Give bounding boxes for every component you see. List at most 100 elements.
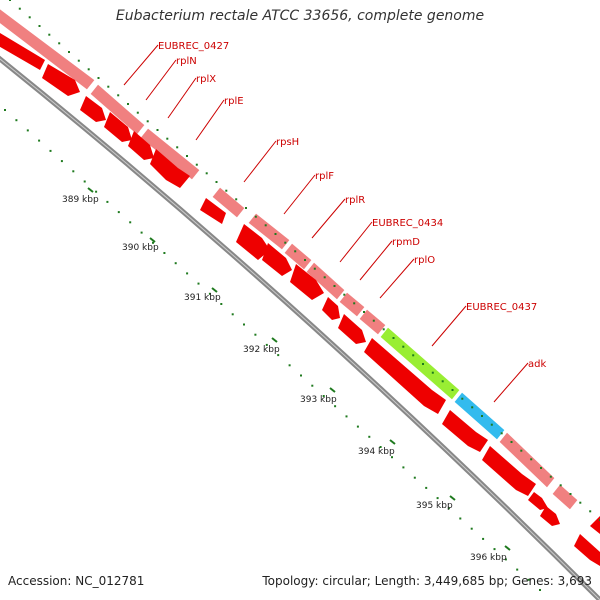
gene-label[interactable]: rplN <box>176 56 197 67</box>
cds-arrow[interactable] <box>574 534 600 566</box>
ruler-tick-dot <box>140 231 143 234</box>
ruler-major-tick <box>389 439 396 445</box>
gene-label-leader <box>243 140 277 183</box>
ruler-tick-dot <box>49 149 52 152</box>
gene-segment-highlight-blue[interactable] <box>453 391 506 441</box>
ruler-tick-dot <box>220 303 223 305</box>
ruler-tick-dot <box>482 537 485 540</box>
cds-arrow[interactable] <box>0 30 45 70</box>
ruler-label: 393 kbp <box>300 395 337 405</box>
gene-label[interactable]: adk <box>528 359 546 370</box>
gene-label[interactable]: rplF <box>315 171 334 182</box>
ruler-tick-dot <box>231 313 234 316</box>
ruler-tick-dot <box>391 456 393 459</box>
ruler-major-tick <box>449 495 456 501</box>
ruler-tick-dot <box>18 7 21 10</box>
ruler-tick-dot <box>264 224 267 227</box>
gene-label[interactable]: rpsH <box>276 137 299 148</box>
gene-label-leader <box>339 221 373 263</box>
ruler-tick-dot <box>441 380 444 383</box>
gene-label[interactable]: rpmD <box>392 237 420 248</box>
gene-label[interactable]: rplO <box>414 255 435 266</box>
cds-arrow[interactable] <box>290 264 324 300</box>
cds-arrow[interactable] <box>338 314 366 344</box>
ruler-tick-dot <box>300 374 302 377</box>
cds-arrow[interactable] <box>322 297 340 320</box>
ruler-tick-dot <box>235 198 238 201</box>
ruler-tick-dot <box>490 423 493 426</box>
ruler-tick-dot <box>38 139 41 142</box>
ruler-tick-dot <box>205 172 208 175</box>
ruler-tick-dot <box>117 211 120 214</box>
gene-segment[interactable] <box>247 212 291 251</box>
ruler-tick-dot <box>176 146 179 149</box>
ruler-tick-dot <box>163 252 166 254</box>
ruler-tick-dot <box>425 486 428 489</box>
cds-arrow[interactable] <box>150 149 190 188</box>
cds-arrow[interactable] <box>590 516 600 534</box>
ruler-tick-dot <box>15 119 18 122</box>
gene-segment[interactable] <box>0 5 96 91</box>
gene-segment-highlight-green[interactable] <box>379 326 461 401</box>
gene-label[interactable]: EUBREC_0427 <box>158 41 229 52</box>
cds-arrow[interactable] <box>42 64 80 96</box>
cds-arrow[interactable] <box>80 96 106 122</box>
cds-arrow[interactable] <box>128 131 154 160</box>
gene-segment[interactable] <box>498 431 556 489</box>
gene-segment[interactable] <box>338 291 366 318</box>
ruler-tick-dot <box>353 302 356 305</box>
accession-text: Accession: NC_012781 <box>8 574 145 588</box>
ruler-tick-dot <box>379 446 382 448</box>
gene-label-leader <box>359 240 393 281</box>
ruler-tick-dot <box>72 170 75 173</box>
cds-arrow[interactable] <box>104 112 132 142</box>
ruler-tick-dot <box>500 432 503 435</box>
gene-label[interactable]: EUBREC_0434 <box>372 218 443 229</box>
gene-segment[interactable] <box>139 127 201 181</box>
cds-arrow[interactable] <box>442 410 488 452</box>
ruler-tick-dot <box>9 0 11 1</box>
ruler-tick-dot <box>127 103 129 105</box>
ruler-tick-dot <box>504 558 507 561</box>
ruler-tick-dot <box>422 363 424 365</box>
ruler-major-tick <box>329 387 336 393</box>
gene-segment[interactable] <box>305 261 346 301</box>
gene-segment[interactable] <box>211 186 246 219</box>
gene-segment[interactable] <box>283 242 313 271</box>
gene-band-upper <box>0 5 579 511</box>
ruler-tick-dot <box>254 333 257 336</box>
ruler-tick-dot <box>323 276 326 279</box>
ruler-tick-dot <box>129 221 132 224</box>
cds-arrow[interactable] <box>540 506 560 526</box>
gene-label[interactable]: rplX <box>196 74 216 85</box>
ruler-tick-dot <box>304 259 306 261</box>
ruler-tick-dot <box>431 371 434 374</box>
cds-arrow[interactable] <box>236 224 270 260</box>
ruler-tick-dot <box>294 250 297 253</box>
cds-arrow[interactable] <box>262 243 292 276</box>
gene-label[interactable]: rplE <box>224 96 244 107</box>
gene-segment[interactable] <box>551 483 579 511</box>
ruler-tick-dot <box>520 449 523 452</box>
ruler-tick-dot <box>28 16 31 19</box>
ruler-tick-dot <box>195 163 198 166</box>
ruler-tick-dot <box>569 493 572 495</box>
ruler-label: 396 kbp <box>470 553 507 563</box>
cds-arrow[interactable] <box>482 446 536 496</box>
ruler-tick-dot <box>481 415 483 417</box>
gene-label[interactable]: rplR <box>345 195 365 206</box>
gene-label-leader <box>431 305 467 347</box>
gene-segment[interactable] <box>358 308 387 336</box>
cds-arrow[interactable] <box>528 492 548 510</box>
ruler-tick-dot <box>106 200 109 203</box>
cds-arrow[interactable] <box>364 338 446 414</box>
ruler-tick-dot <box>265 343 268 346</box>
ruler-ticks <box>4 0 600 591</box>
ruler-major-tick <box>504 545 511 551</box>
ruler-tick-dot <box>107 85 110 88</box>
cds-arrow[interactable] <box>200 198 226 224</box>
gene-label[interactable]: EUBREC_0437 <box>466 302 537 313</box>
ruler-label: 392 kbp <box>243 345 280 355</box>
gene-label-leader <box>195 99 225 141</box>
